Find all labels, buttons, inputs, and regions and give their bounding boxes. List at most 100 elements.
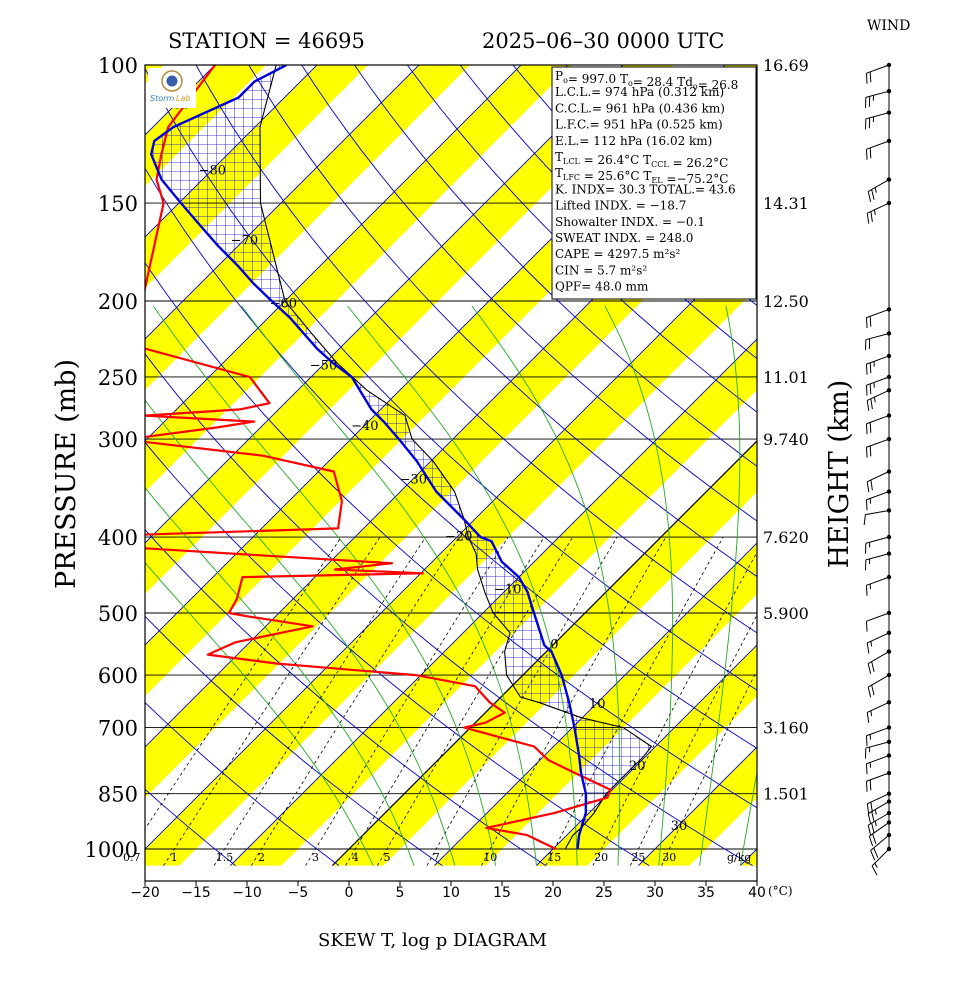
wind-barb-flag (871, 811, 875, 822)
mixing-ratio-label: 30 (662, 851, 676, 864)
dry-adiabat-line (145, 615, 443, 866)
x-tick-label: 35 (697, 885, 715, 901)
mixing-ratio-label: 2 (258, 851, 265, 864)
wind-barb-flag (872, 833, 877, 844)
mixing-ratio-labels: 0.7 1 1.5 2 3 4 5 7 10 15 20 25 30 g/kg (123, 851, 751, 864)
lab-logo: Storm Lab (148, 68, 196, 108)
wind-barb-flag (865, 423, 868, 435)
moist-adiabat-line (471, 305, 621, 866)
stability-index-line: C.C.L.= 961 hPa (0.436 km) (555, 101, 725, 115)
wind-barb-flag (869, 383, 872, 395)
wind-barb-half-flag (874, 862, 878, 868)
dry-adiabat-line (406, 65, 757, 413)
wind-barb-flag (866, 400, 870, 411)
isotherm-label: −10 (494, 582, 521, 597)
wind-barb-shaft (865, 553, 890, 561)
height-tick-label: 1.501 (763, 785, 809, 804)
wind-barb-flag (870, 850, 876, 861)
y-axis-right-title: HEIGHT (km) (824, 380, 855, 569)
mixing-ratio-label: 20 (594, 851, 608, 864)
wind-barb-shaft (865, 90, 890, 98)
wind-barbs-column (863, 62, 892, 876)
stability-index-line: E.L.= 112 hPa (16.02 km) (555, 134, 712, 148)
stability-index-line: CAPE = 4297.5 m²s² (555, 247, 681, 261)
isotherm-label: −30 (400, 473, 427, 488)
isotherm-line (145, 65, 522, 442)
wind-barb-flag (869, 779, 872, 791)
stability-index-line: L.C.L.= 974 hPa (0.312 km) (555, 85, 724, 99)
mixing-ratio-line (345, 536, 545, 866)
wind-barb-shaft (867, 632, 890, 644)
dry-adiabat-line (145, 528, 547, 866)
dry-adiabat-line (145, 167, 757, 749)
isotherm-label: −20 (445, 529, 472, 544)
isotherm-label: 30 (671, 819, 688, 834)
dry-adiabat-line (145, 67, 757, 691)
wind-barb-shaft (866, 140, 890, 150)
moist-adiabat-line (145, 487, 415, 866)
svg-text:Storm: Storm (150, 94, 174, 103)
height-tick-label: 3.160 (763, 719, 809, 738)
wind-barb-flag (871, 823, 875, 834)
temperature-axis: −20 −15 −10 −5 0 5 10 15 20 25 30 35 40 (130, 881, 766, 901)
yellow-band (145, 65, 470, 391)
height-tick-label: 9.740 (763, 430, 809, 449)
x-tick-label: −15 (181, 885, 211, 901)
wind-barb-flag (867, 191, 872, 202)
mixing-ratio-label: 25 (631, 851, 645, 864)
moist-adiabat-line (145, 562, 374, 866)
isotherm-label: 10 (589, 697, 606, 712)
isotherm-label: −80 (199, 164, 226, 179)
wind-barb-flag (873, 847, 879, 858)
moist-adiabat-line (699, 306, 741, 866)
wind-barb-shaft (865, 741, 890, 749)
wind-barb-shaft (866, 612, 890, 622)
yellow-band (145, 65, 573, 493)
plot-background (145, 65, 757, 866)
wind-barb-flag (865, 73, 868, 84)
pressure-tick-label: 300 (98, 428, 138, 452)
mixing-ratio-label: 5 (384, 851, 391, 864)
dewpoint-curve (145, 65, 612, 850)
pressure-tick-label: 200 (98, 290, 138, 314)
dry-adiabat-line (354, 65, 757, 467)
pressure-tick-label: 100 (98, 54, 138, 78)
height-tick-label: 14.31 (763, 194, 809, 213)
mixing-ratio-line (630, 614, 757, 866)
dry-adiabat-line (0, 48, 29, 866)
x-tick-label: 0 (345, 885, 354, 901)
yellow-band (145, 237, 757, 866)
cape-hatch-polygon (151, 65, 652, 828)
pressure-axis: 1000 850 700 600 500 400 300 250 200 150 100 (85, 54, 138, 862)
wind-barb-shaft (866, 727, 890, 737)
wind-barb-flag (866, 642, 870, 654)
x-axis-unit: (°C) (768, 884, 793, 898)
stability-index-line: CIN = 5.7 m²s² (555, 263, 647, 277)
station-label: STATION = 46695 (168, 29, 365, 53)
moist-adiabat-line (241, 305, 537, 866)
wind-barb-flag (870, 802, 873, 813)
x-tick-label: 40 (748, 885, 766, 901)
dry-adiabat-line (145, 261, 757, 809)
isotherm-line (230, 338, 757, 866)
isotherm-line (536, 644, 757, 866)
height-tick-label: 12.50 (763, 292, 809, 311)
stability-index-line: TLFC = 25.6°C TEL =−75.2°C (555, 166, 728, 186)
moist-adiabat-line (739, 769, 757, 866)
isotherm-line (0, 48, 28, 866)
cape-hatch-area (151, 65, 652, 828)
isotherm-line (145, 65, 318, 238)
isotherm-label: −50 (310, 359, 337, 374)
mixing-ratio-line (305, 536, 509, 866)
isotherm-label: −40 (351, 419, 378, 434)
mixing-ratio-label: 3 (312, 851, 319, 864)
wind-barb-flag (865, 364, 868, 375)
mixing-ratio-label: 10 (483, 851, 497, 864)
stability-index-line: L.F.C.= 951 hPa (0.525 km) (555, 118, 723, 132)
wind-barb-flag (869, 316, 872, 327)
wind-barb-flag (869, 422, 872, 433)
wind-title: WIND (867, 18, 910, 34)
wind-barb-station-dot (886, 469, 892, 474)
mixing-ratio-label: 15 (547, 851, 561, 864)
